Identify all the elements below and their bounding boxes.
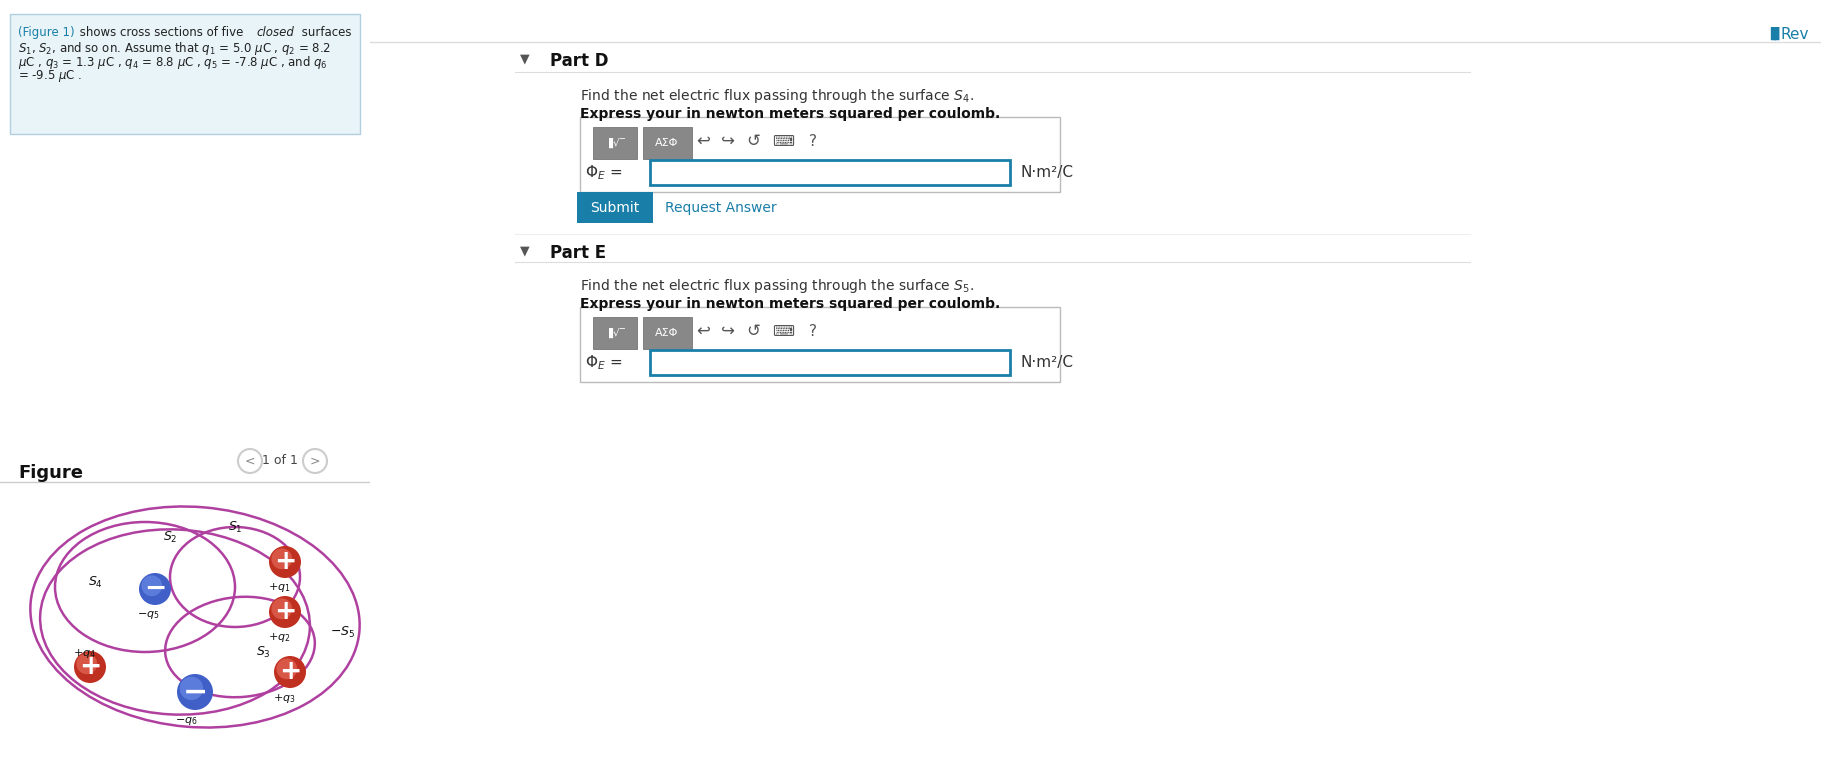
FancyBboxPatch shape (643, 127, 692, 159)
Text: $S_3$: $S_3$ (255, 644, 270, 659)
Text: N·m²/C: N·m²/C (1020, 356, 1073, 371)
Text: AΣΦ: AΣΦ (656, 138, 679, 148)
Text: +: + (273, 599, 297, 625)
Circle shape (270, 546, 300, 578)
Text: ↪: ↪ (721, 322, 736, 340)
FancyBboxPatch shape (650, 160, 1011, 185)
Text: $\Phi_E$ =: $\Phi_E$ = (585, 163, 623, 182)
Circle shape (277, 658, 297, 680)
FancyBboxPatch shape (650, 350, 1011, 375)
Text: Request Answer: Request Answer (665, 201, 776, 215)
Text: $S_1$: $S_1$ (228, 519, 242, 535)
Text: ▐√‾: ▐√‾ (605, 328, 625, 338)
FancyBboxPatch shape (581, 117, 1060, 192)
Text: ▐√‾: ▐√‾ (605, 138, 625, 148)
Text: <: < (244, 454, 255, 468)
Text: Figure: Figure (18, 464, 84, 482)
Text: $\mu$C , $q_3$ = 1.3 $\mu$C , $q_4$ = 8.8 $\mu$C , $q_5$ = -7.8 $\mu$C , and $q_: $\mu$C , $q_3$ = 1.3 $\mu$C , $q_4$ = 8.… (18, 54, 328, 71)
Text: (Figure 1): (Figure 1) (18, 26, 75, 39)
Text: Part D: Part D (550, 52, 608, 70)
Circle shape (271, 598, 291, 619)
Text: ⌨: ⌨ (772, 134, 794, 149)
FancyBboxPatch shape (643, 317, 692, 349)
FancyBboxPatch shape (594, 317, 637, 349)
Text: +: + (279, 659, 300, 685)
Text: ?: ? (809, 324, 818, 339)
Text: $-q_6$: $-q_6$ (175, 715, 198, 727)
Text: ▼: ▼ (521, 52, 530, 65)
Text: surfaces: surfaces (299, 26, 351, 39)
Text: Find the net electric flux passing through the surface $S_4$.: Find the net electric flux passing throu… (581, 87, 974, 105)
Circle shape (75, 651, 106, 683)
Text: shows cross sections of five: shows cross sections of five (76, 26, 248, 39)
Text: ▐▌: ▐▌ (1765, 27, 1785, 40)
Text: ▼: ▼ (521, 244, 530, 257)
Circle shape (270, 596, 300, 628)
Text: Find the net electric flux passing through the surface $S_5$.: Find the net electric flux passing throu… (581, 277, 974, 295)
Text: = -9.5 $\mu$C .: = -9.5 $\mu$C . (18, 68, 82, 84)
Circle shape (138, 573, 171, 605)
Circle shape (302, 449, 328, 473)
Circle shape (76, 654, 97, 674)
Text: $+q_3$: $+q_3$ (273, 692, 295, 705)
Text: 1 of 1: 1 of 1 (262, 454, 299, 468)
Text: +: + (78, 654, 102, 680)
FancyBboxPatch shape (594, 127, 637, 159)
Text: >: > (310, 454, 320, 468)
Text: $S_1$, $S_2$, and so on. Assume that $q_1$ = 5.0 $\mu$C , $q_2$ = 8.2: $S_1$, $S_2$, and so on. Assume that $q_… (18, 40, 331, 57)
Text: $-q_5$: $-q_5$ (137, 609, 160, 621)
Text: ↪: ↪ (721, 132, 736, 150)
Text: AΣΦ: AΣΦ (656, 328, 679, 338)
Text: ⌨: ⌨ (772, 324, 794, 339)
Circle shape (180, 676, 204, 700)
Text: −: − (144, 576, 166, 602)
Circle shape (273, 656, 306, 688)
Text: N·m²/C: N·m²/C (1020, 166, 1073, 181)
Text: +: + (273, 549, 297, 575)
FancyBboxPatch shape (577, 192, 654, 223)
Text: ↺: ↺ (747, 322, 759, 340)
Text: $-S_5$: $-S_5$ (330, 625, 355, 640)
Text: Submit: Submit (590, 201, 639, 215)
Circle shape (177, 674, 213, 710)
Text: −: − (182, 677, 208, 706)
Text: $+q_1$: $+q_1$ (268, 581, 291, 594)
Text: $\Phi_E$ =: $\Phi_E$ = (585, 353, 623, 372)
Text: ↩: ↩ (696, 132, 710, 150)
Text: closed: closed (257, 26, 293, 39)
Text: $S_2$: $S_2$ (162, 529, 177, 544)
Text: ?: ? (809, 134, 818, 149)
Text: $S_4$: $S_4$ (87, 575, 102, 590)
Circle shape (271, 548, 291, 569)
Text: Part E: Part E (550, 244, 606, 262)
FancyBboxPatch shape (9, 14, 361, 134)
Text: Express your in newton meters squared per coulomb.: Express your in newton meters squared pe… (581, 297, 1000, 311)
FancyBboxPatch shape (581, 307, 1060, 382)
Text: $+q_4$: $+q_4$ (73, 647, 97, 660)
Text: ↩: ↩ (696, 322, 710, 340)
Circle shape (142, 576, 162, 596)
Text: ↺: ↺ (747, 132, 759, 150)
Circle shape (239, 449, 262, 473)
Text: Rev: Rev (1779, 27, 1808, 42)
Text: Express your in newton meters squared per coulomb.: Express your in newton meters squared pe… (581, 107, 1000, 121)
Text: $+q_2$: $+q_2$ (268, 631, 291, 644)
